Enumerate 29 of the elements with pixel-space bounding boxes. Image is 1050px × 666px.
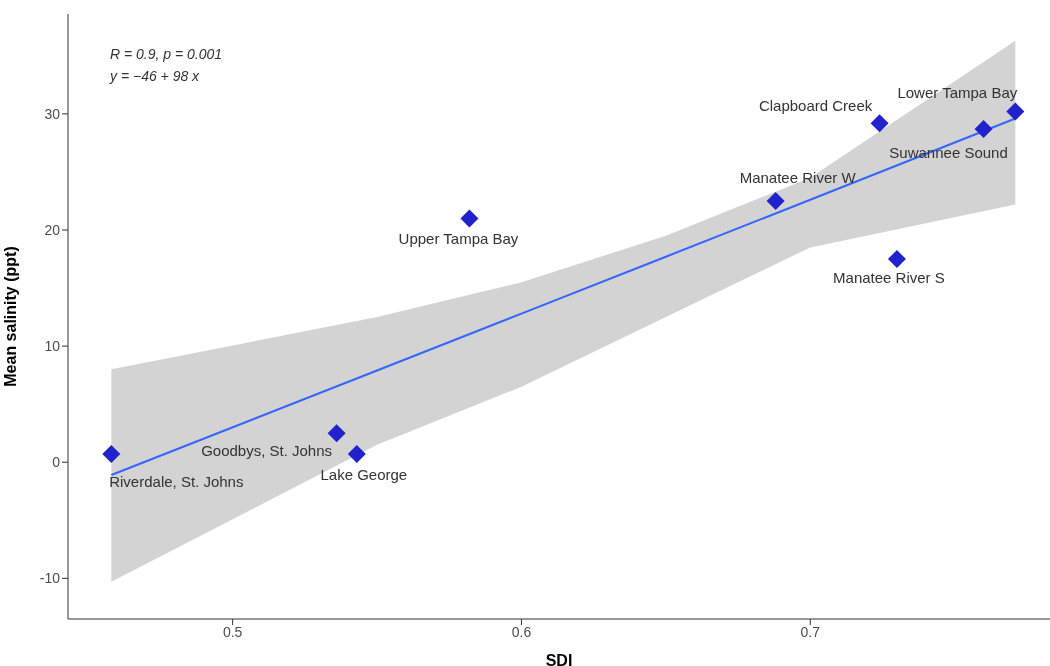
y-tick-label: 20 <box>44 221 61 238</box>
stats-note: y = −46 + 98 x <box>110 68 200 84</box>
point <box>766 191 785 210</box>
point <box>974 119 993 138</box>
stats-note: R = 0.9, p = 0.001 <box>110 46 223 62</box>
annotation: Upper Tampa Bay <box>398 229 519 247</box>
y-tick-label: 30 <box>44 105 61 122</box>
point <box>870 114 889 133</box>
x-tick-label: 0.6 <box>511 623 532 640</box>
y-tick-label: -10 <box>39 570 61 587</box>
annotation: Goodbys, St. Johns <box>201 441 333 459</box>
annotation: Lake George <box>320 465 408 483</box>
x-tick-label: 0.5 <box>222 623 243 640</box>
x-axis-title: SDI <box>545 652 573 666</box>
annotation: Clapboard Creek <box>758 96 873 114</box>
annotation: Riverdale, St. Johns <box>109 472 244 490</box>
annotation: Manatee River W <box>739 169 857 187</box>
point <box>327 424 346 443</box>
point <box>887 250 906 269</box>
x-tick-label: 0.7 <box>800 623 821 640</box>
y-axis-title: Mean salinity (ppt) <box>1 246 19 387</box>
point <box>1006 102 1025 121</box>
annotation: Lower Tampa Bay <box>897 84 1018 102</box>
point <box>102 445 121 464</box>
point <box>347 445 366 464</box>
point <box>460 209 479 228</box>
annotation: Manatee River S <box>833 268 945 286</box>
y-tick-label: 10 <box>44 338 61 355</box>
y-tick-label: 0 <box>52 454 61 471</box>
